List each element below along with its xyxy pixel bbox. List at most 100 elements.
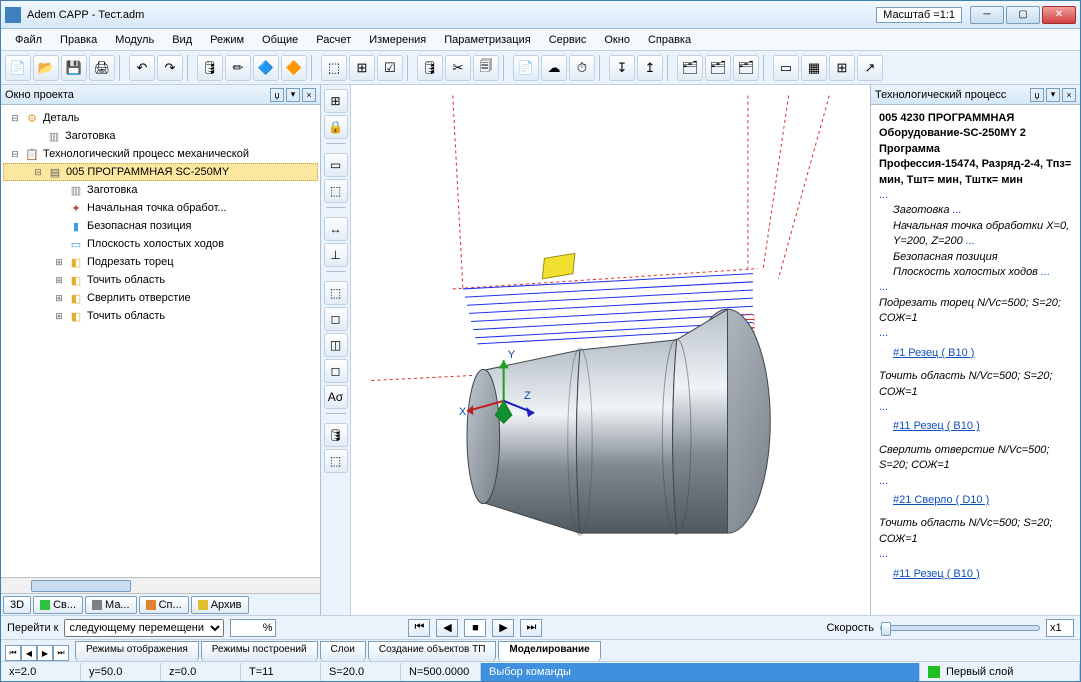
process-dropdown-button[interactable]: ▾ — [1046, 88, 1060, 102]
toolbar-btn-18[interactable]: ⏱ — [569, 55, 595, 81]
bottom-tab[interactable]: Режимы построений — [201, 641, 318, 661]
vtoolbar-btn-8[interactable]: ◫ — [324, 333, 348, 357]
goto-select[interactable]: следующему перемещени — [64, 619, 224, 637]
proc-item[interactable]: #1 Резец ( В10 ) — [879, 346, 1072, 361]
tree-hscrollbar[interactable] — [1, 577, 320, 593]
toolbar-btn-11[interactable]: ⊞ — [349, 55, 375, 81]
nav-next-button[interactable]: ▶ — [492, 619, 514, 637]
menu-Файл[interactable]: Файл — [7, 32, 50, 48]
toolbar-btn-13[interactable]: 🛢 — [417, 55, 443, 81]
menu-Общие[interactable]: Общие — [254, 32, 306, 48]
tree-item[interactable]: ⊞◧Точить область — [3, 271, 318, 289]
vtoolbar-btn-9[interactable]: ◻ — [324, 359, 348, 383]
panel-close-button[interactable]: × — [302, 88, 316, 102]
menu-Модуль[interactable]: Модуль — [107, 32, 162, 48]
vtoolbar-btn-5[interactable]: ⊥ — [324, 243, 348, 267]
tree-item[interactable]: ⊟▤005 ПРОГРАММНАЯ SC-250MY — [3, 163, 318, 181]
menu-Сервис[interactable]: Сервис — [541, 32, 595, 48]
toolbar-btn-23[interactable]: 🗂 — [733, 55, 759, 81]
nav-first-button[interactable]: ⏮ — [408, 619, 430, 637]
project-tab[interactable]: Архив — [191, 596, 249, 614]
bottom-tab[interactable]: Слои — [320, 641, 366, 661]
toolbar-btn-1[interactable]: 📂 — [33, 55, 59, 81]
nav-prev-button[interactable]: ◀ — [436, 619, 458, 637]
proc-item[interactable]: #11 Резец ( В10 ) — [879, 567, 1072, 582]
vtoolbar-btn-3[interactable]: ⬚ — [324, 179, 348, 203]
project-tab[interactable]: Ма... — [85, 596, 137, 614]
toolbar-btn-6[interactable]: 🛢 — [197, 55, 223, 81]
toolbar-btn-26[interactable]: ⊞ — [829, 55, 855, 81]
proc-item[interactable]: #11 Резец ( В10 ) — [879, 419, 1072, 434]
menu-Правка[interactable]: Правка — [52, 32, 105, 48]
toolbar-btn-22[interactable]: 🗂 — [705, 55, 731, 81]
menu-Расчет[interactable]: Расчет — [308, 32, 359, 48]
panel-dropdown-button[interactable]: ▾ — [286, 88, 300, 102]
menu-Вид[interactable]: Вид — [164, 32, 200, 48]
tab-scroll-prev[interactable]: ◀ — [21, 645, 37, 661]
toolbar-btn-2[interactable]: 💾 — [61, 55, 87, 81]
bottom-tab[interactable]: Создание объектов ТП — [368, 641, 497, 661]
toolbar-btn-16[interactable]: 📄 — [513, 55, 539, 81]
tree-item[interactable]: ▭Плоскость холостых ходов — [3, 235, 318, 253]
tab-scroll-last[interactable]: ⏭ — [53, 645, 69, 661]
tree-item[interactable]: ✦Начальная точка обработ... — [3, 199, 318, 217]
tree-item[interactable]: ⊞◧Точить область — [3, 307, 318, 325]
toolbar-btn-9[interactable]: 🔶 — [281, 55, 307, 81]
project-tab[interactable]: Сп... — [139, 596, 189, 614]
toolbar-btn-17[interactable]: ☁ — [541, 55, 567, 81]
tab-scroll-first[interactable]: ⏮ — [5, 645, 21, 661]
toolbar-btn-7[interactable]: ✏ — [225, 55, 251, 81]
speed-slider[interactable] — [880, 625, 1040, 631]
bottom-tab[interactable]: Моделирование — [498, 641, 600, 661]
panel-pin-button[interactable]: џ — [270, 88, 284, 102]
tab-scroll-next[interactable]: ▶ — [37, 645, 53, 661]
toolbar-btn-21[interactable]: 🗂 — [677, 55, 703, 81]
percent-box[interactable]: % — [230, 619, 276, 637]
process-close-button[interactable]: × — [1062, 88, 1076, 102]
menu-Измерения[interactable]: Измерения — [361, 32, 434, 48]
toolbar-btn-3[interactable]: 🖨 — [89, 55, 115, 81]
toolbar-btn-5[interactable]: ↷ — [157, 55, 183, 81]
nav-stop-button[interactable]: ■ — [464, 619, 486, 637]
project-tree[interactable]: ⊟⚙Деталь▥Заготовка⊟📋Технологический проц… — [1, 105, 320, 577]
toolbar-btn-10[interactable]: ⬚ — [321, 55, 347, 81]
toolbar-btn-14[interactable]: ✂ — [445, 55, 471, 81]
toolbar-btn-19[interactable]: ↧ — [609, 55, 635, 81]
toolbar-btn-12[interactable]: ☑ — [377, 55, 403, 81]
tree-item[interactable]: ▥Заготовка — [3, 181, 318, 199]
toolbar-btn-4[interactable]: ↶ — [129, 55, 155, 81]
vtoolbar-btn-12[interactable]: ⬚ — [324, 449, 348, 473]
tree-item[interactable]: ⊟📋Технологический процесс механической — [3, 145, 318, 163]
tree-item[interactable]: ▮Безопасная позиция — [3, 217, 318, 235]
speed-value[interactable]: x1 — [1046, 619, 1074, 637]
toolbar-btn-0[interactable]: 📄 — [5, 55, 31, 81]
menu-Режим[interactable]: Режим — [202, 32, 252, 48]
menu-Параметризация[interactable]: Параметризация — [436, 32, 538, 48]
vtoolbar-btn-10[interactable]: Aσ — [324, 385, 348, 409]
maximize-button[interactable]: ▢ — [1006, 6, 1040, 24]
tree-item[interactable]: ⊞◧Сверлить отверстие — [3, 289, 318, 307]
toolbar-btn-15[interactable]: 🗐 — [473, 55, 499, 81]
vtoolbar-btn-6[interactable]: ⬚ — [324, 281, 348, 305]
process-pin-button[interactable]: џ — [1030, 88, 1044, 102]
vtoolbar-btn-7[interactable]: ◻ — [324, 307, 348, 331]
vtoolbar-btn-0[interactable]: ⊞ — [324, 89, 348, 113]
menu-Окно[interactable]: Окно — [596, 32, 638, 48]
bottom-tab[interactable]: Режимы отображения — [75, 641, 199, 661]
tree-item[interactable]: ▥Заготовка — [3, 127, 318, 145]
minimize-button[interactable]: ─ — [970, 6, 1004, 24]
vtoolbar-btn-2[interactable]: ▭ — [324, 153, 348, 177]
toolbar-btn-27[interactable]: ↗ — [857, 55, 883, 81]
tree-item[interactable]: ⊟⚙Деталь — [3, 109, 318, 127]
project-tab[interactable]: 3D — [3, 596, 31, 614]
toolbar-btn-25[interactable]: ▦ — [801, 55, 827, 81]
vtoolbar-btn-1[interactable]: 🔒 — [324, 115, 348, 139]
nav-last-button[interactable]: ⏭ — [520, 619, 542, 637]
toolbar-btn-8[interactable]: 🔷 — [253, 55, 279, 81]
tree-item[interactable]: ⊞◧Подрезать торец — [3, 253, 318, 271]
proc-item[interactable]: #21 Сверло ( D10 ) — [879, 493, 1072, 508]
project-tab[interactable]: Св... — [33, 596, 83, 614]
menu-Справка[interactable]: Справка — [640, 32, 699, 48]
toolbar-btn-24[interactable]: ▭ — [773, 55, 799, 81]
vtoolbar-btn-4[interactable]: ↔ — [324, 217, 348, 241]
